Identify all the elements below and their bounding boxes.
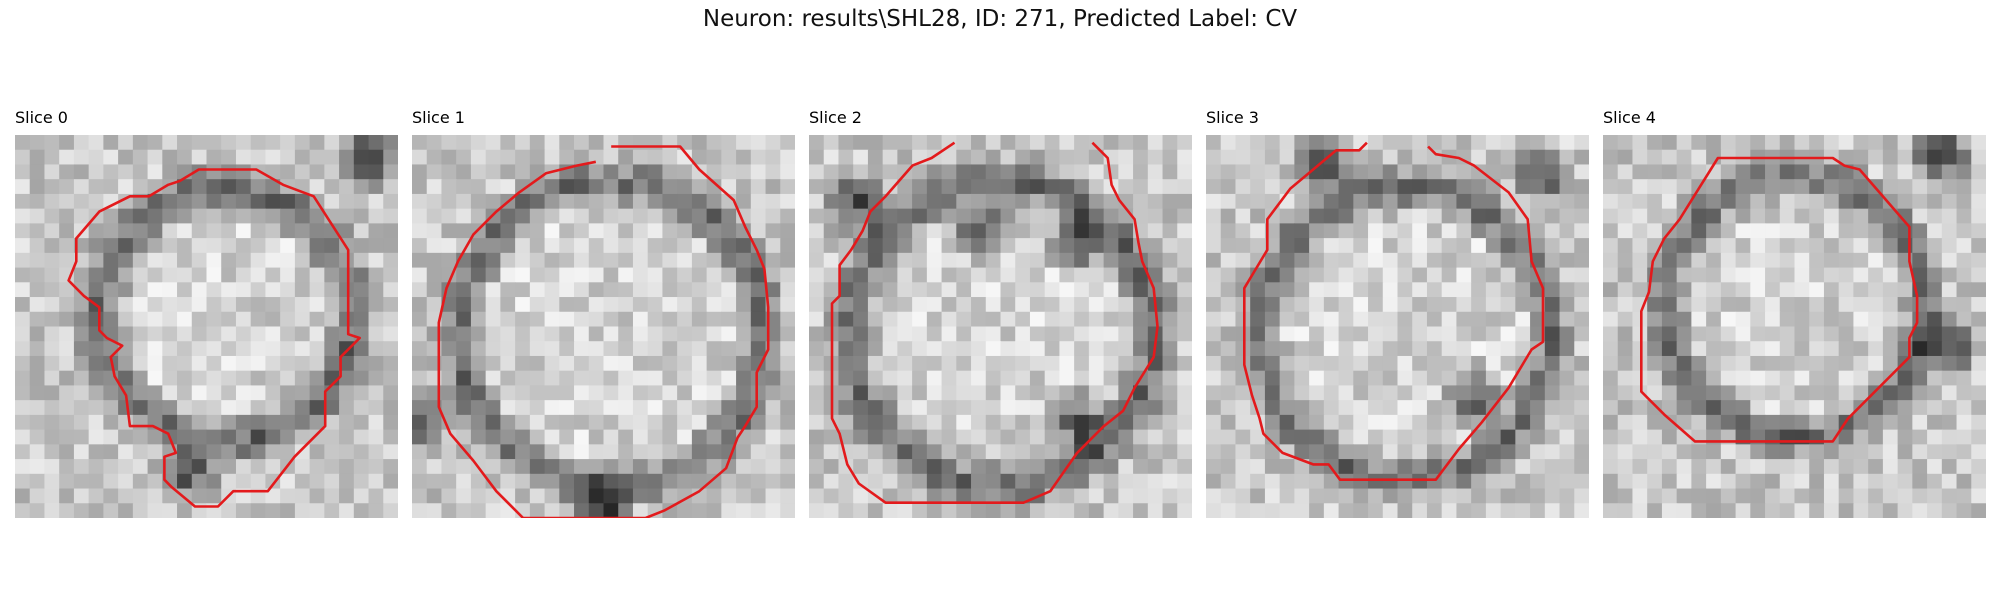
pixel-grid <box>15 135 398 518</box>
slice-1-image <box>412 135 795 518</box>
segmentation-outline <box>67 168 362 508</box>
segmentation-outline <box>1639 156 1919 443</box>
pixel-grid <box>1603 135 1986 518</box>
pixel-grid <box>809 135 1192 518</box>
segmentation-outline <box>1242 141 1545 482</box>
slice-4-image <box>1603 135 1986 518</box>
figure-title: Neuron: results\SHL28, ID: 271, Predicte… <box>702 6 1298 32</box>
pixel-grid <box>412 135 795 518</box>
slice-3-title: Slice 3 <box>1206 108 1259 127</box>
slice-2-title: Slice 2 <box>809 108 862 127</box>
pixel-grid <box>1206 135 1589 518</box>
slice-0-image <box>15 135 398 518</box>
segmentation-outline <box>830 141 1159 505</box>
slice-1-title: Slice 1 <box>412 108 465 127</box>
slice-2-image <box>809 135 1192 518</box>
slice-0-title: Slice 0 <box>15 108 68 127</box>
segmentation-outline <box>437 145 770 518</box>
slice-4-title: Slice 4 <box>1603 108 1656 127</box>
slice-3-image <box>1206 135 1589 518</box>
